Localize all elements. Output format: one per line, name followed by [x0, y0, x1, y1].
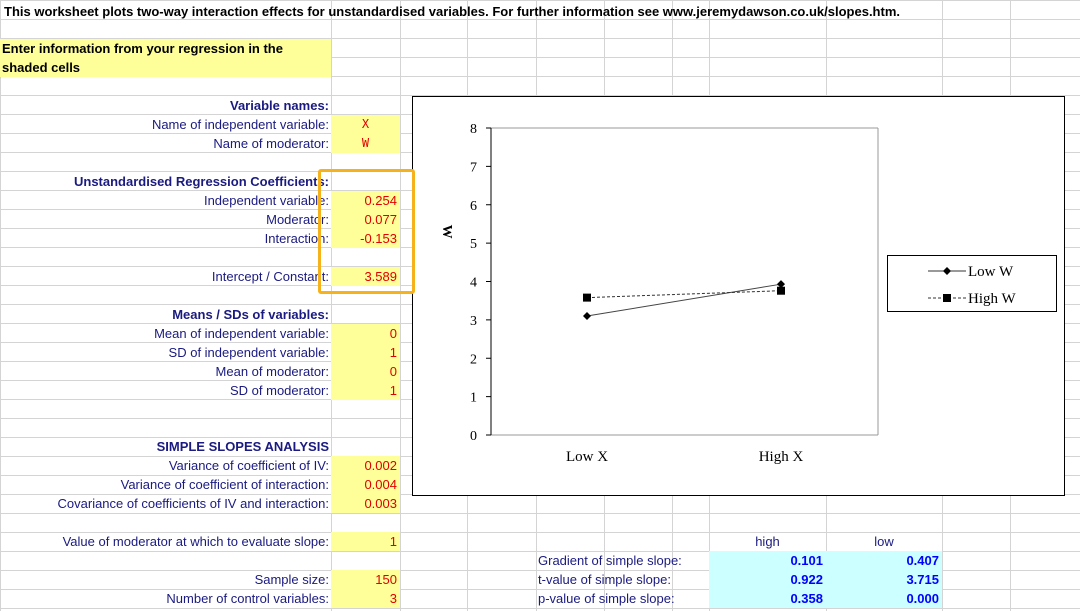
var-int-label: Variance of coefficient of interaction:: [120, 477, 329, 492]
interaction-coef-label: Interaction:: [264, 231, 329, 246]
y-tick-label: 2: [470, 352, 477, 367]
sample-size-label: Sample size:: [254, 572, 329, 587]
instruction-cell[interactable]: [0, 39, 331, 77]
variable-names-heading: Variable names:: [230, 98, 329, 113]
chart-legend[interactable]: Low W High W: [887, 255, 1057, 312]
legend-entry-label: High W: [968, 291, 1016, 307]
y-axis-label: W: [439, 225, 454, 239]
moderator-mean-label: Mean of moderator:: [215, 364, 329, 379]
gradient-label: Gradient of simple slope:: [538, 553, 682, 568]
control-vars-input[interactable]: 3: [331, 589, 400, 608]
iv-sd-label: SD of independent variable:: [168, 345, 329, 360]
series-line-0: [586, 283, 782, 317]
coefficients-highlight-box: [318, 169, 415, 294]
var-int-input[interactable]: 0.004: [331, 475, 400, 494]
y-tick-label: 6: [470, 199, 477, 214]
worksheet-header: This worksheet plots two-way interaction…: [4, 4, 900, 19]
iv-mean-input[interactable]: 0: [331, 324, 400, 343]
eval-moderator-input[interactable]: 1: [331, 532, 400, 551]
t-value-high-value: 0.922: [709, 570, 826, 589]
gradient-low-value: 0.407: [826, 551, 942, 570]
iv-coef-input[interactable]: 0.254: [331, 191, 400, 210]
t-value-low-value: 3.715: [826, 570, 942, 589]
column-divider: [0, 0, 1, 611]
x-category-label: Low X: [566, 449, 608, 465]
series-line-1: [586, 290, 782, 299]
sample-size-input[interactable]: 150: [331, 570, 400, 589]
moderator-sd-label: SD of moderator:: [230, 383, 329, 398]
moderator-name-label: Name of moderator:: [213, 136, 329, 151]
iv-mean-label: Mean of independent variable:: [154, 326, 329, 341]
y-tick-label: 5: [470, 237, 477, 252]
moderator-coef-label: Moderator:: [266, 212, 329, 227]
p-value-label: p-value of simple slope:: [538, 591, 675, 606]
simple-slopes-heading: SIMPLE SLOPES ANALYSIS: [156, 439, 329, 454]
legend-square-marker: [943, 294, 951, 302]
coefficients-heading: Unstandardised Regression Coefficients:: [74, 174, 329, 189]
var-iv-input[interactable]: 0.002: [331, 456, 400, 475]
y-tick-label: 1: [470, 391, 477, 406]
control-vars-label: Number of control variables:: [166, 591, 329, 606]
legend-diamond-marker: [943, 267, 951, 275]
moderator-mean-input[interactable]: 0: [331, 362, 400, 381]
y-tick-label: 7: [470, 160, 477, 175]
diamond-marker: [777, 280, 785, 289]
iv-name-label: Name of independent variable:: [151, 117, 329, 132]
square-marker: [777, 286, 785, 295]
instruction-line-2: shaded cells: [2, 60, 81, 75]
means-heading: Means / SDs of variables:: [172, 307, 329, 322]
intercept-input[interactable]: 3.589: [331, 267, 400, 286]
chart-plot: 0 1 2 3 4 5 6 7 8 W Low X High X: [439, 122, 879, 465]
square-marker: [583, 293, 591, 302]
iv-name-input[interactable]: X: [331, 115, 400, 134]
diamond-marker: [583, 312, 591, 321]
y-tick-label: 4: [470, 276, 477, 291]
results-low-header: low: [874, 534, 894, 549]
x-category-label: High X: [759, 449, 804, 465]
intercept-label: Intercept / Constant:: [211, 269, 329, 284]
legend-graphic: Low W High W: [928, 264, 1016, 307]
y-tick-label: 3: [470, 314, 477, 329]
y-tick-label: 0: [470, 429, 477, 444]
moderator-name-input[interactable]: W: [331, 134, 400, 153]
moderator-sd-input[interactable]: 1: [331, 381, 400, 400]
p-value-high-value: 0.358: [709, 589, 826, 608]
p-value-low-value: 0.000: [826, 589, 942, 608]
results-high-header: high: [755, 534, 780, 549]
interaction-coef-input[interactable]: -0.153: [331, 229, 400, 248]
eval-moderator-label: Value of moderator at which to evaluate …: [62, 534, 329, 549]
y-tick-label: 8: [470, 122, 477, 137]
iv-sd-input[interactable]: 1: [331, 343, 400, 362]
var-iv-label: Variance of coefficient of IV:: [168, 458, 329, 473]
gradient-high-value: 0.101: [709, 551, 826, 570]
covariance-input[interactable]: 0.003: [331, 494, 400, 513]
t-value-label: t-value of simple slope:: [538, 572, 671, 587]
legend-entry-label: Low W: [968, 264, 1014, 280]
moderator-coef-input[interactable]: 0.077: [331, 210, 400, 229]
column-divider: [400, 0, 401, 611]
covariance-label: Covariance of coefficients of IV and int…: [57, 496, 329, 511]
column-divider: [331, 0, 332, 611]
instruction-line-1: Enter information from your regression i…: [2, 41, 283, 56]
iv-coef-label: Independent variable:: [203, 193, 329, 208]
